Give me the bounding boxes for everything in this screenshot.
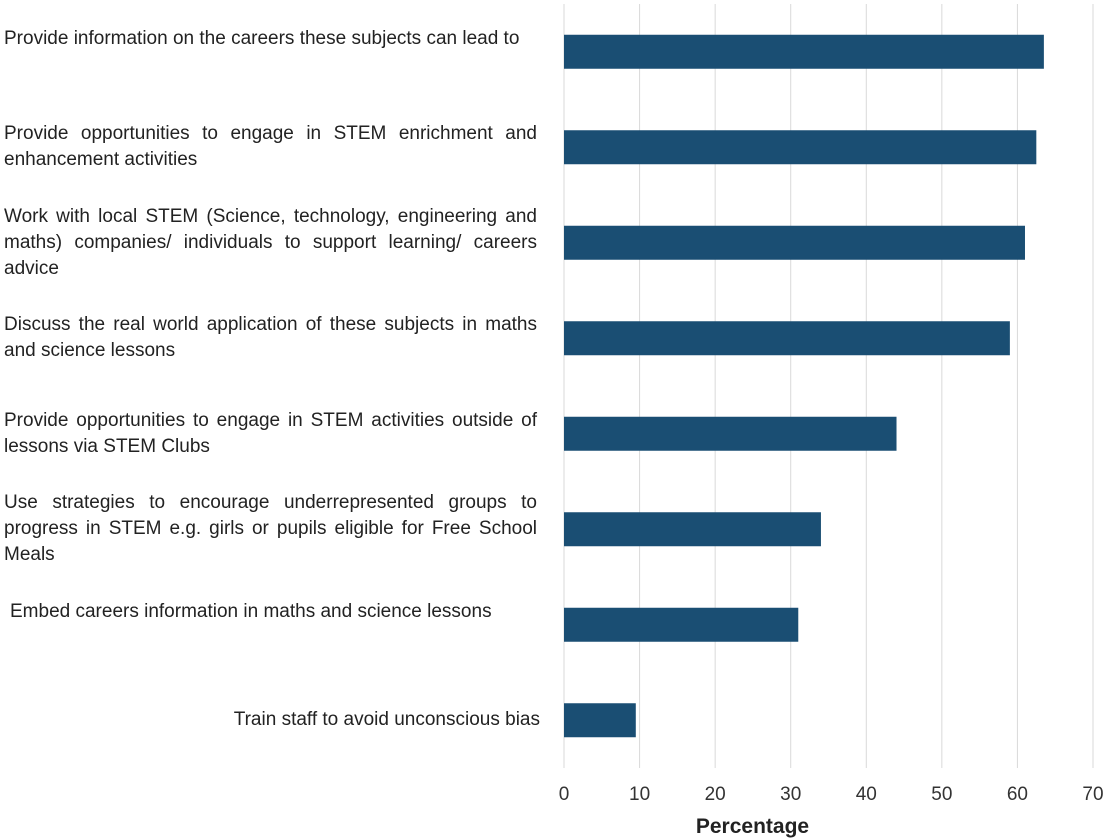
x-tick-label: 0 [559, 784, 570, 805]
category-label: Discuss the real world application of th… [4, 314, 537, 362]
category-label: Provide opportunities to engage in STEM … [4, 123, 537, 171]
x-tick-label: 60 [1007, 784, 1028, 805]
bar [564, 34, 1044, 69]
bar [564, 607, 799, 642]
category-label: Train staff to avoid unconscious bias [233, 709, 540, 731]
category-label: Provide opportunities to engage in STEM … [4, 409, 537, 457]
bar [564, 416, 897, 451]
bar [564, 703, 636, 738]
x-tick-label: 20 [705, 784, 726, 805]
x-tick-label: 40 [856, 784, 877, 805]
bar [564, 130, 1037, 165]
bar [564, 321, 1010, 356]
category-label: Embed careers information in maths and s… [10, 600, 492, 622]
bar [564, 512, 821, 547]
x-tick-label: 10 [629, 784, 650, 805]
category-label: Work with local STEM (Science, technolog… [4, 205, 537, 279]
x-tick-label: 70 [1082, 784, 1103, 805]
x-tick-label: 30 [780, 784, 801, 805]
x-tick-label: 50 [931, 784, 952, 805]
x-axis-title: Percentage [696, 815, 809, 838]
category-label: Provide information on the careers these… [4, 27, 520, 49]
bar [564, 225, 1025, 260]
category-label: Use strategies to encourage underreprese… [4, 492, 537, 566]
